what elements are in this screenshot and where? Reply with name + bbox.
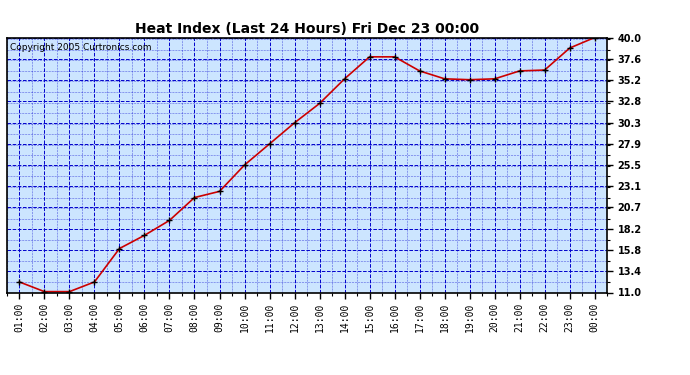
Text: Copyright 2005 Curtronics.com: Copyright 2005 Curtronics.com — [10, 43, 151, 52]
Title: Heat Index (Last 24 Hours) Fri Dec 23 00:00: Heat Index (Last 24 Hours) Fri Dec 23 00… — [135, 22, 479, 36]
